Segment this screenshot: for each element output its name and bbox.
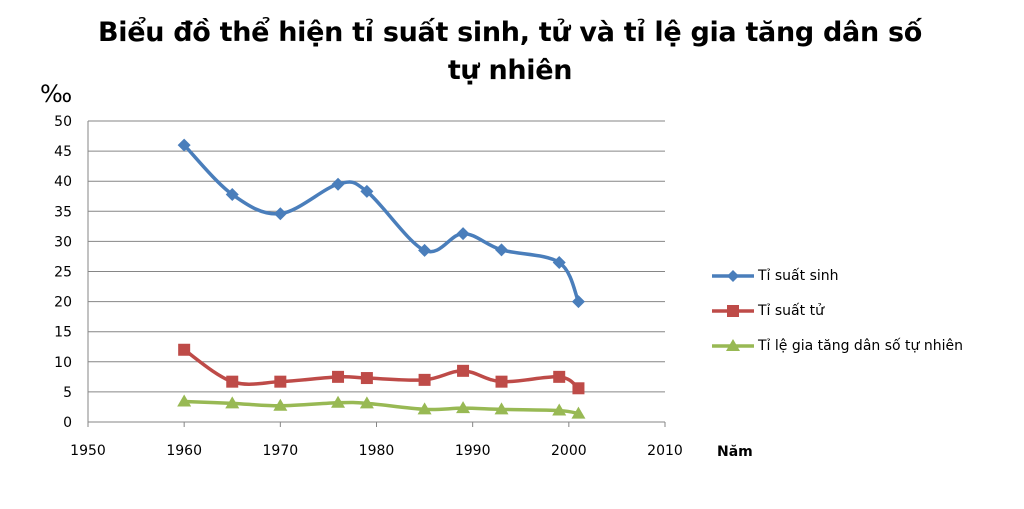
data-point-series-3 (456, 401, 471, 414)
legend-item-3: Tỉ lệ gia tăng dân số tự nhiên (712, 328, 963, 363)
legend-label: Tỉ lệ gia tăng dân số tự nhiên (758, 337, 963, 354)
data-point-series-1 (177, 138, 191, 152)
data-point-series-3 (494, 402, 509, 415)
legend-swatch (712, 338, 754, 351)
y-tick-label: 10 (54, 355, 72, 371)
data-point-series-1 (552, 255, 566, 269)
y-tick-label: 40 (54, 174, 72, 190)
x-tick-label: 1980 (359, 443, 395, 459)
data-point-series-3 (552, 403, 567, 416)
data-point-series-2 (457, 364, 470, 377)
series-line-3 (184, 399, 579, 416)
data-point-series-1 (495, 243, 509, 257)
data-point-series-2 (553, 370, 566, 383)
data-point-series-1 (418, 243, 432, 257)
x-tick-label: 2010 (647, 443, 683, 459)
x-tick-label: 1990 (455, 443, 491, 459)
data-point-series-2 (332, 370, 345, 383)
legend-swatch (712, 269, 754, 282)
chart-title-line-2: tự nhiên (447, 55, 573, 86)
x-axis-label: Năm (717, 444, 753, 460)
data-point-series-2 (274, 375, 287, 388)
series-line-2 (183, 348, 580, 390)
y-tick-label: 5 (63, 385, 72, 401)
y-tick-label: 35 (54, 204, 72, 220)
data-point-series-2 (360, 372, 373, 385)
data-point-series-1 (456, 227, 470, 241)
chart-title-line-1: Biểu đồ thể hiện tỉ suất sinh, tử và tỉ … (97, 17, 923, 48)
legend-swatch (712, 304, 754, 317)
y-tick-label: 45 (54, 144, 72, 160)
data-point-series-1 (331, 177, 345, 191)
y-tick-label: 50 (54, 114, 72, 130)
data-point-series-2 (418, 373, 431, 386)
data-point-series-3 (331, 395, 346, 408)
data-point-series-3 (571, 406, 586, 419)
data-point-series-2 (178, 343, 191, 356)
y-axis-unit-label: ‰ (40, 80, 73, 108)
x-tick-label: 1950 (70, 443, 106, 459)
chart-title: Biểu đồ thể hiện tỉ suất sinh, tử và tỉ … (60, 14, 960, 90)
data-point-series-3 (417, 402, 432, 415)
data-point-series-2 (226, 375, 239, 388)
data-point-series-3 (225, 396, 240, 409)
data-point-series-3 (177, 394, 192, 407)
y-tick-label: 0 (63, 415, 72, 431)
series-line-1 (182, 143, 581, 303)
x-tick-label: 1970 (263, 443, 299, 459)
data-point-series-3 (273, 398, 288, 411)
y-tick-label: 15 (54, 325, 72, 341)
x-tick-label: 1960 (166, 443, 202, 459)
x-tick-label: 2000 (551, 443, 587, 459)
data-point-series-1 (273, 207, 287, 221)
y-tick-label: 20 (54, 295, 72, 311)
data-point-series-3 (359, 396, 374, 409)
data-point-series-1 (225, 187, 239, 201)
legend-label: Tỉ suất tử (758, 302, 824, 319)
y-tick-label: 25 (54, 265, 72, 281)
data-point-series-1 (360, 184, 374, 198)
data-point-series-1 (571, 295, 585, 309)
legend: Tỉ suất sinh Tỉ suất tử Tỉ lệ gia tăng dân… (712, 258, 963, 363)
data-point-series-2 (495, 375, 508, 388)
y-tick-label: 30 (54, 234, 72, 250)
data-point-series-2 (572, 382, 585, 395)
legend-item-1: Tỉ suất sinh (712, 258, 963, 293)
legend-item-2: Tỉ suất tử (712, 293, 963, 328)
legend-label: Tỉ suất sinh (758, 267, 839, 284)
